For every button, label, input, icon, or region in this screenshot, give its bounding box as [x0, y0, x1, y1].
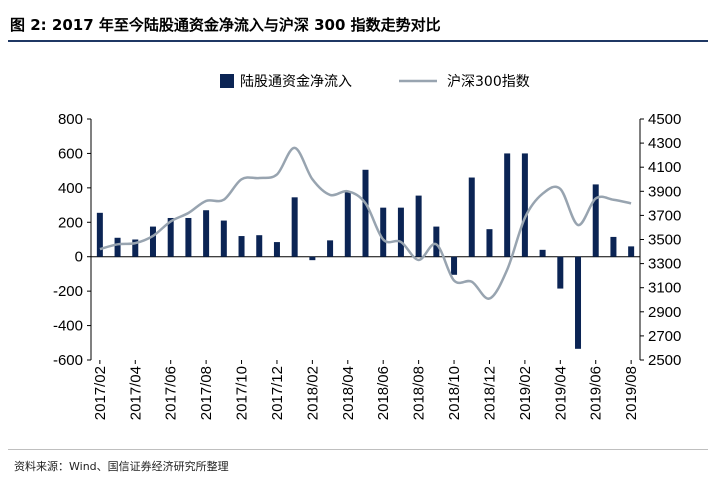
bar-2019/01 [504, 153, 511, 257]
x-tick-label: 2019/06 [588, 366, 605, 420]
chart-legend: 陆股通资金净流入 沪深300指数 [220, 74, 530, 90]
x-tick-label: 2017/12 [269, 366, 286, 420]
bar-2019/08 [628, 246, 635, 257]
x-tick-label: 2018/12 [481, 366, 498, 420]
bar-2017/03 [114, 237, 121, 257]
bar-2018/11 [468, 177, 475, 257]
right-tick-label: 2500 [648, 352, 681, 369]
bar-2017/12 [273, 242, 280, 257]
x-tick-label: 2017/10 [234, 366, 251, 420]
bar-2017/04 [132, 239, 139, 257]
x-tick-label: 2018/02 [304, 366, 321, 420]
bar-2017/02 [96, 212, 103, 257]
x-tick-label: 2018/10 [446, 366, 463, 420]
right-tick-label: 3100 [648, 280, 681, 297]
bar-2018/12 [486, 229, 493, 257]
figure-title-bar: 图 2: 2017 年至今陆股通资金净流入与沪深 300 指数走势对比 [8, 6, 708, 42]
bar-2019/03 [539, 249, 546, 257]
right-tick-label: 4100 [648, 159, 681, 176]
left-tick-label: 200 [58, 214, 83, 231]
bar-2018/04 [344, 191, 351, 257]
x-tick-label: 2019/02 [517, 366, 534, 420]
right-tick-label: 3700 [648, 207, 681, 224]
bar-2019/02 [521, 153, 528, 257]
x-tick-label: 2017/06 [163, 366, 180, 420]
right-tick-label: 3900 [648, 183, 681, 200]
bar-2018/03 [327, 240, 334, 257]
bar-2018/01 [291, 197, 298, 257]
x-tick-label: 2018/08 [411, 366, 428, 420]
bar-2018/09 [433, 226, 440, 257]
right-tick-label: 3500 [648, 232, 681, 249]
x-tick-label: 2018/06 [375, 366, 392, 420]
bar-2018/10 [451, 256, 458, 275]
left-tick-label: -400 [53, 318, 83, 335]
bar-2019/05 [575, 256, 582, 349]
bar-2017/10 [238, 236, 245, 257]
bar-2017/08 [203, 210, 210, 257]
bar-2019/07 [610, 236, 617, 257]
legend-label-csi300: 沪深300指数 [447, 74, 530, 90]
source-note: 资料来源：Wind、国信证券经济研究所整理 [14, 460, 229, 473]
bar-2018/07 [397, 207, 404, 257]
left-tick-label: -600 [53, 352, 83, 369]
right-tick-label: 2700 [648, 328, 681, 345]
csi300-line [99, 146, 632, 300]
legend-label-net-inflow: 陆股通资金净流入 [240, 74, 352, 90]
bar-2019/06 [592, 184, 599, 257]
figure-title: 图 2: 2017 年至今陆股通资金净流入与沪深 300 指数走势对比 [10, 16, 441, 34]
bar-2017/05 [149, 226, 156, 257]
left-tick-label: 400 [58, 180, 83, 197]
right-tick-label: 4300 [648, 135, 681, 152]
bar-2019/04 [557, 256, 564, 289]
x-tick-label: 2017/04 [127, 366, 144, 420]
bar-2018/05 [362, 169, 369, 257]
x-tick-label: 2019/04 [552, 366, 569, 420]
left-tick-label: -200 [53, 283, 83, 300]
x-tick-label: 2018/04 [340, 366, 357, 420]
bar-2017/09 [220, 220, 227, 257]
line-series-csi300 [99, 146, 632, 300]
right-tick-label: 3300 [648, 256, 681, 273]
bar-2018/06 [380, 207, 387, 257]
left-tick-label: 600 [58, 145, 83, 162]
bar-2017/07 [185, 217, 192, 257]
x-tick-label: 2019/08 [623, 366, 640, 420]
left-tick-label: 0 [75, 249, 83, 266]
x-tick-label: 2017/02 [92, 366, 109, 420]
bar-2017/06 [167, 217, 174, 257]
right-tick-label: 2900 [648, 304, 681, 321]
left-tick-label: 800 [58, 111, 83, 128]
bar-series-net-inflow [96, 153, 635, 349]
bar-2017/11 [256, 235, 263, 257]
tick-labels: 800 600 400 200 0 -200 -400 -600 4500 4300 4100 390… [53, 111, 681, 420]
source-divider [8, 449, 708, 450]
legend-bar-swatch [220, 74, 234, 88]
x-tick-label: 2017/08 [198, 366, 215, 420]
bar-2018/08 [415, 195, 422, 257]
bar-2018/02 [309, 256, 316, 261]
right-tick-label: 4500 [648, 111, 681, 128]
